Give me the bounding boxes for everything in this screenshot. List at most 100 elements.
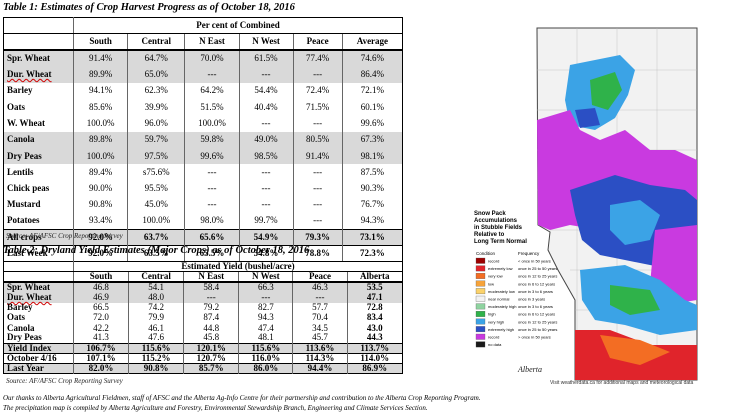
summary-cell: 65.6% — [184, 228, 240, 246]
table-cell: 54.1 — [128, 282, 185, 293]
table-row: Dry Peas 100.0% 97.5% 99.6% 98.5% 91.4% 98.1% — [3, 147, 403, 165]
map-legend: Condition Frequency record < once in 50 yea… — [475, 251, 557, 348]
table-cell: 64.7% — [127, 50, 186, 67]
table-cell: 47.4 — [238, 322, 294, 334]
summary-row: Last Year 82.0% 90.8% 85.7% 86.0% 94.4% 86.9% — [3, 363, 403, 374]
table-cell: 90.8% — [73, 196, 129, 214]
summary-row: All crops 92.0% 63.7% 65.6% 54.9% 79.3% 73.1% — [3, 228, 403, 246]
table-cell: 59.8% — [184, 131, 240, 148]
legend-frequency: once in 3 to 6 years — [518, 289, 553, 294]
summary-cell: 54.8% — [239, 245, 294, 262]
region-south-green — [610, 285, 660, 315]
row-label: Chick peas — [3, 180, 74, 197]
summary-cell: 106.7% — [73, 342, 129, 354]
legend-condition: record — [488, 259, 499, 264]
table-row: Canola 89.8% 59.7% 59.8% 49.0% 80.5% 67.3% — [3, 131, 403, 148]
row-label: Potatoes — [3, 213, 74, 230]
row-label: Oats — [3, 312, 74, 323]
map-title-5: Long Term Normal — [474, 239, 527, 245]
table-cell: 87.5% — [360, 166, 385, 177]
table-cell: 98.1% — [360, 150, 385, 161]
table-cell: 70.4 — [292, 312, 348, 323]
summary-cell: 113.6% — [292, 342, 348, 354]
table-row: Chick peas 90.0% 95.5% --- --- --- 90.3% — [3, 180, 403, 197]
legend-frequency: once in 3 to 6 years — [518, 304, 553, 309]
legend-frequency: once in 25 to 50 years — [518, 327, 557, 332]
table-cell: 41.3 — [73, 333, 129, 344]
legend-swatch — [475, 288, 486, 295]
t1-corner — [3, 17, 74, 35]
table-cell: 39.9% — [127, 98, 186, 116]
table-cell: 91.4% — [293, 147, 343, 165]
summary-cell: 107.1% — [73, 352, 129, 364]
table-cell: --- — [239, 164, 294, 181]
table-cell: --- — [184, 196, 240, 214]
table-cell: 87.4 — [183, 312, 240, 323]
map-title-1: Snow Pack — [474, 211, 506, 217]
table-cell: 72.4% — [293, 82, 343, 99]
table-cell: --- — [184, 164, 240, 181]
region-nw-darkblue — [575, 108, 600, 128]
legend-swatch — [475, 303, 486, 310]
table-cell: 45.8 — [183, 333, 240, 344]
table-row: Dry Peas 41.3 47.6 45.8 48.1 45.7 44.3 — [3, 333, 403, 344]
table-cell: 72.0 — [73, 312, 129, 323]
table-cell: 85.6% — [73, 98, 129, 116]
table-row: Mustard 90.8% 45.0% --- --- --- 76.7% — [3, 196, 403, 214]
table-row: Barley 94.1% 62.3% 64.2% 54.4% 72.4% 72.1% — [3, 82, 403, 99]
table-cell: 90.0% — [73, 180, 129, 197]
table-cell: 99.7% — [239, 213, 294, 230]
legend-condition: high — [488, 312, 496, 317]
legend-frequency: once in 3 years — [518, 297, 545, 302]
legend-frequency: once in 12 to 25 years — [518, 319, 557, 324]
legend-swatch — [475, 295, 486, 302]
map-title-4: Relative to — [474, 232, 505, 238]
row-label: Lentils — [3, 164, 74, 181]
legend-frequency: < once in 50 years — [518, 259, 551, 264]
table-row: Spr. Wheat 91.4% 64.7% 70.0% 61.5% 77.4% 74.6% — [3, 50, 403, 67]
summary-cell: 114.3% — [292, 352, 348, 364]
table-cell: 98.5% — [239, 147, 294, 165]
table-cell: 51.5% — [184, 98, 240, 116]
legend-frequency: once in 25 to 50 years — [518, 266, 557, 271]
table-cell: 94.3 — [238, 312, 294, 323]
alberta-snowpack-map: Snow Pack Accumulations in Stubble Field… — [474, 27, 698, 386]
row-label: Barley — [3, 302, 74, 313]
legend-swatch — [475, 333, 486, 340]
t2-corner-2 — [3, 271, 74, 284]
table-cell: 74.2 — [128, 302, 185, 313]
row-label: Mustard — [3, 196, 74, 214]
table-row: W. Wheat 100.0% 96.0% 100.0% --- --- 99.6% — [3, 115, 403, 132]
table1-source: Source: AF/AFSC Crop Reporting Survey — [6, 232, 123, 240]
summary-cell: 120.1% — [183, 342, 240, 354]
table2-title: Table 2: Dryland Yield Estimates (Major … — [3, 245, 310, 256]
legend-condition: moderately low — [488, 289, 515, 294]
t2-group-header: Estimated Yield (bushel/acre) — [73, 261, 403, 273]
table-cell: 53.5 — [366, 282, 383, 293]
t1-group-header: Per cent of Combined — [73, 17, 403, 35]
table-cell: 86.4% — [360, 69, 385, 80]
table-cell: --- — [293, 66, 343, 83]
legend-swatch — [475, 326, 486, 333]
table-cell: 46.1 — [128, 322, 185, 334]
table-cell: 82.7 — [238, 302, 294, 313]
table-cell: 71.5% — [293, 98, 343, 116]
summary-cell: 73.1% — [342, 228, 403, 246]
t2-col-header: N West — [238, 271, 294, 284]
row-label: Dry Peas — [3, 333, 74, 344]
summary-label: October 4/16 — [3, 352, 74, 364]
table-cell: --- — [293, 196, 343, 214]
table-cell: 58.4 — [183, 282, 240, 293]
table-cell: 96.0% — [127, 115, 186, 132]
table-cell: 99.6% — [360, 117, 385, 128]
legend-frequency: once in 6 to 12 years — [518, 312, 555, 317]
table-cell: 42.2 — [73, 322, 129, 334]
summary-label: All crops — [3, 228, 74, 246]
table-cell: 100.0% — [184, 115, 240, 132]
row-label: Canola — [3, 131, 74, 148]
table-cell: 70.0% — [184, 50, 240, 67]
t1-col-header: N West — [239, 33, 294, 52]
table-cell: 54.4% — [239, 82, 294, 99]
legend-condition: extremely high — [488, 327, 514, 332]
visit-note: Visit weatherdata.ca for additional maps… — [550, 380, 694, 386]
